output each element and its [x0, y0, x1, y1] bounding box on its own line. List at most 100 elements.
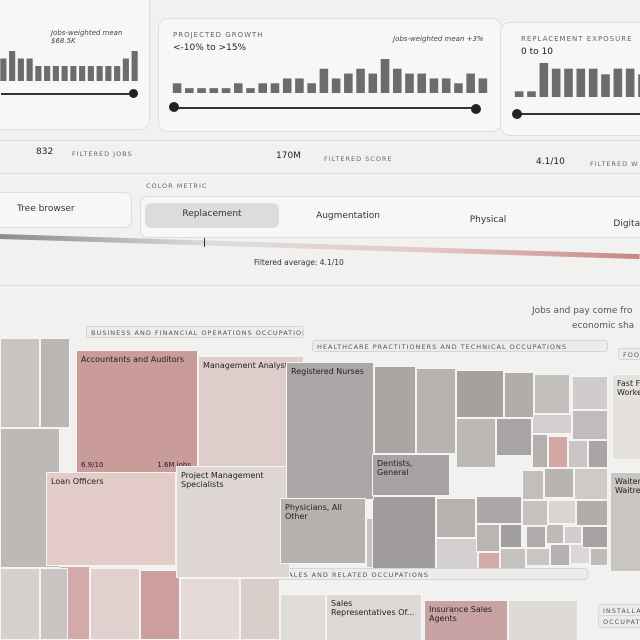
histogram-bar — [368, 73, 378, 93]
tile-label: Loan Officers — [51, 477, 104, 486]
histogram-bar — [527, 91, 536, 97]
histogram-bar — [52, 66, 59, 81]
tile[interactable] — [180, 578, 240, 640]
tile[interactable]: Sales Representatives Of... — [326, 594, 422, 640]
tile[interactable]: Project Management Specialists — [176, 466, 290, 578]
tile[interactable] — [500, 524, 522, 548]
histogram-bar — [613, 68, 623, 97]
tile[interactable] — [372, 496, 436, 574]
tile[interactable] — [416, 368, 456, 454]
tile[interactable] — [522, 470, 544, 500]
tile[interactable] — [550, 544, 570, 566]
tile[interactable] — [534, 374, 570, 414]
stat-value: 832 — [36, 147, 54, 157]
tile[interactable] — [456, 418, 496, 468]
tile[interactable] — [544, 468, 574, 498]
tile[interactable] — [0, 568, 40, 640]
tile[interactable] — [504, 372, 534, 418]
filter-range: <-10% to >15% — [173, 43, 247, 53]
tile[interactable] — [40, 568, 68, 640]
tile[interactable]: Registered Nurses — [286, 362, 374, 500]
tile[interactable] — [374, 366, 416, 454]
tile[interactable]: Dentists, General — [372, 454, 450, 496]
tile[interactable] — [90, 568, 140, 640]
tile[interactable] — [590, 548, 608, 566]
histogram-bar — [172, 83, 182, 93]
tile[interactable]: Waiters Waitres — [610, 472, 640, 572]
histogram-bar — [331, 78, 341, 93]
histogram-bar — [270, 83, 280, 93]
tile-label: Management Analysts — [203, 361, 293, 370]
tile[interactable] — [564, 526, 582, 544]
tile[interactable] — [476, 496, 522, 524]
histogram-bar — [588, 68, 598, 97]
histogram — [0, 51, 138, 81]
metric-option[interactable]: Digital — [613, 219, 640, 229]
tile[interactable] — [476, 524, 500, 552]
tile[interactable] — [570, 544, 590, 564]
tile[interactable]: Physicians, All Other — [280, 498, 366, 564]
tile[interactable]: Accountants and Auditors 6.9/10 1.6M job… — [76, 350, 198, 476]
tile[interactable]: Loan Officers — [46, 472, 176, 566]
tile[interactable] — [508, 600, 578, 640]
histogram-bar — [405, 73, 414, 93]
histogram-bar — [601, 74, 610, 97]
histogram-bar — [258, 83, 268, 93]
histogram-bar — [282, 78, 292, 93]
tile[interactable] — [568, 440, 588, 468]
histogram-bar — [344, 73, 353, 93]
filter-label: REPLACEMENT EXPOSURE — [521, 35, 633, 43]
tile[interactable] — [532, 414, 572, 434]
group-header: BUSINESS AND FINANCIAL OPERATIONS OCCUPA… — [86, 326, 304, 338]
tile[interactable] — [0, 338, 40, 428]
tile[interactable] — [572, 410, 608, 440]
histogram-bar — [96, 66, 103, 81]
tile[interactable] — [532, 434, 548, 468]
tile[interactable] — [574, 468, 608, 500]
histogram-bar — [246, 88, 255, 93]
histogram — [514, 63, 640, 97]
stat-label: FILTERED W — [590, 160, 639, 168]
tile-label: Sales Representatives Of... — [331, 599, 415, 618]
tile[interactable] — [280, 594, 326, 640]
tile[interactable] — [496, 418, 532, 456]
tile-label: Insurance Sales Agents — [429, 605, 493, 624]
histogram-bar — [233, 83, 243, 93]
tile[interactable] — [456, 370, 504, 418]
tile[interactable] — [526, 526, 546, 548]
tile[interactable] — [436, 498, 476, 538]
tile-label: Accountants and Auditors — [81, 355, 185, 364]
tile[interactable] — [140, 570, 180, 640]
histogram-bar — [539, 63, 549, 97]
histogram-bar — [429, 78, 439, 93]
tile[interactable] — [40, 338, 70, 428]
stat-value: 170M — [276, 151, 301, 161]
tile[interactable]: Insurance Sales Agents — [424, 600, 508, 640]
tile[interactable] — [500, 548, 526, 570]
histogram-bar — [87, 66, 94, 81]
histogram-bar — [17, 58, 24, 81]
metric-option[interactable]: Augmentation — [316, 211, 380, 221]
metric-option[interactable]: Physical — [469, 215, 507, 225]
tile[interactable] — [526, 548, 550, 566]
filter-range: 0 to 10 — [521, 47, 553, 57]
tile[interactable] — [240, 578, 280, 640]
tile[interactable] — [436, 538, 478, 570]
filter-card: Jobs-weighted mean $68.5K — [0, 0, 150, 130]
histogram-bar — [197, 88, 206, 93]
tab[interactable]: Tree browser — [0, 192, 132, 228]
tile[interactable] — [576, 500, 608, 526]
tile[interactable] — [546, 524, 564, 544]
tile[interactable] — [522, 500, 548, 526]
tile-label: Fast F Worke — [617, 379, 640, 398]
tile[interactable] — [548, 436, 568, 468]
note-line: Jobs and pay come fro — [532, 306, 633, 316]
tile[interactable] — [588, 440, 608, 468]
tile[interactable] — [548, 500, 576, 524]
tile[interactable] — [572, 376, 608, 410]
tile[interactable] — [582, 526, 608, 548]
tile[interactable]: Fast F Worke — [612, 374, 640, 460]
metric-option[interactable]: Replacement — [182, 209, 242, 219]
filter-card: REPLACEMENT EXPOSURE 0 to 10 — [500, 22, 640, 136]
histogram-bar — [417, 73, 427, 93]
